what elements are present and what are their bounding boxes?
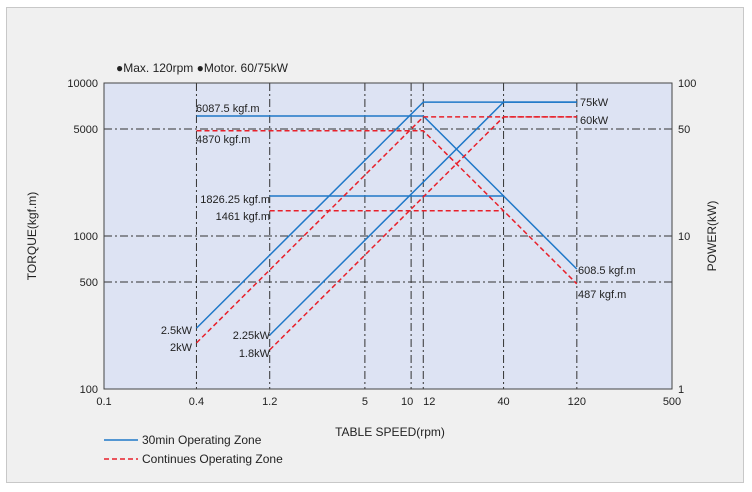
x-tick-0.4: 0.4 [189, 396, 204, 408]
y2-tick-50: 50 [678, 124, 690, 136]
annotation-cont-end-torque: 487 kgf.m [578, 289, 626, 301]
annotation-30min-low-torque: 1826.25 kgf.m [200, 194, 270, 206]
annotation-30min-end-torque: 608.5 kgf.m [578, 265, 635, 277]
y2-tick-1: 1 [678, 384, 684, 396]
legend-label-30min: 30min Operating Zone [142, 433, 262, 447]
series-continuous-power-low [269, 116, 577, 351]
x-tick-40: 40 [497, 396, 509, 408]
legend: 30min Operating Zone Continues Operating… [104, 433, 283, 466]
annotation-30min-start-power-low: 2.25kW [233, 330, 271, 342]
y2-tick-100: 100 [678, 78, 696, 90]
y-tick-10000: 10000 [67, 78, 98, 90]
legend-label-continuous: Continues Operating Zone [142, 452, 283, 466]
annotation-30min-max-power: 75kW [580, 97, 609, 109]
y-tick-100: 100 [80, 384, 98, 396]
x-tick-1.2: 1.2 [262, 396, 277, 408]
series-continuous-torque [196, 130, 578, 285]
x-axis-label: TABLE SPEED(rpm) [335, 425, 445, 439]
annotation-cont-low-torque: 1461 kgf.m [216, 211, 270, 223]
y2-axis-label: POWER(kW) [705, 201, 719, 272]
y-tick-1000: 1000 [74, 231, 98, 243]
y-tick-500: 500 [80, 277, 98, 289]
x-tick-12: 12 [423, 396, 435, 408]
plot-border [103, 82, 673, 390]
series-continuous-power-high [195, 116, 577, 344]
x-tick-120: 120 [568, 396, 586, 408]
y-tick-5000: 5000 [74, 124, 98, 136]
y2-tick-10: 10 [678, 231, 690, 243]
annotation-30min-max-torque: 6087.5 kgf.m [196, 103, 260, 115]
chart-subtitle: ●Max. 120rpm ●Motor. 60/75kW [116, 61, 289, 75]
x-tick-10: 10 [401, 396, 413, 408]
y-axis-label: TORQUE(kgf.m) [25, 192, 39, 280]
annotation-cont-start-power-low: 1.8kW [239, 348, 271, 360]
series-30min-power-low [269, 101, 577, 336]
x-tick-0.1: 0.1 [96, 396, 111, 408]
x-tick-5: 5 [362, 396, 368, 408]
x-tick-500: 500 [663, 396, 681, 408]
annotation-cont-start-power-high: 2kW [170, 342, 193, 354]
annotation-cont-max-torque: 4870 kgf.m [196, 134, 250, 146]
annotation-cont-max-power: 60kW [580, 115, 609, 127]
annotation-30min-start-power-high: 2.5kW [161, 325, 193, 337]
